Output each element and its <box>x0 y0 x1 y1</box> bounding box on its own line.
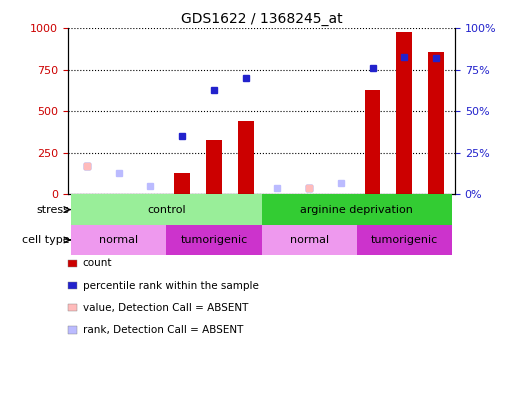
Bar <box>357 225 452 255</box>
Title: GDS1622 / 1368245_at: GDS1622 / 1368245_at <box>180 12 343 26</box>
Text: percentile rank within the sample: percentile rank within the sample <box>83 281 258 290</box>
Text: value, Detection Call = ABSENT: value, Detection Call = ABSENT <box>83 303 248 313</box>
Bar <box>365 90 380 194</box>
Bar <box>262 225 357 255</box>
Bar <box>238 122 254 194</box>
Bar <box>174 173 190 194</box>
Text: control: control <box>147 205 186 215</box>
Bar <box>166 225 262 255</box>
Bar <box>71 194 262 225</box>
Text: normal: normal <box>99 235 138 245</box>
Bar <box>206 140 222 194</box>
Text: stress: stress <box>37 205 70 215</box>
Bar <box>396 32 412 194</box>
Text: tumorigenic: tumorigenic <box>371 235 438 245</box>
Text: rank, Detection Call = ABSENT: rank, Detection Call = ABSENT <box>83 325 243 335</box>
Text: tumorigenic: tumorigenic <box>180 235 247 245</box>
Text: count: count <box>83 258 112 268</box>
Bar <box>262 194 452 225</box>
Bar <box>71 225 166 255</box>
Text: normal: normal <box>290 235 328 245</box>
Text: arginine deprivation: arginine deprivation <box>300 205 413 215</box>
Bar <box>428 51 444 194</box>
Text: cell type: cell type <box>22 235 70 245</box>
